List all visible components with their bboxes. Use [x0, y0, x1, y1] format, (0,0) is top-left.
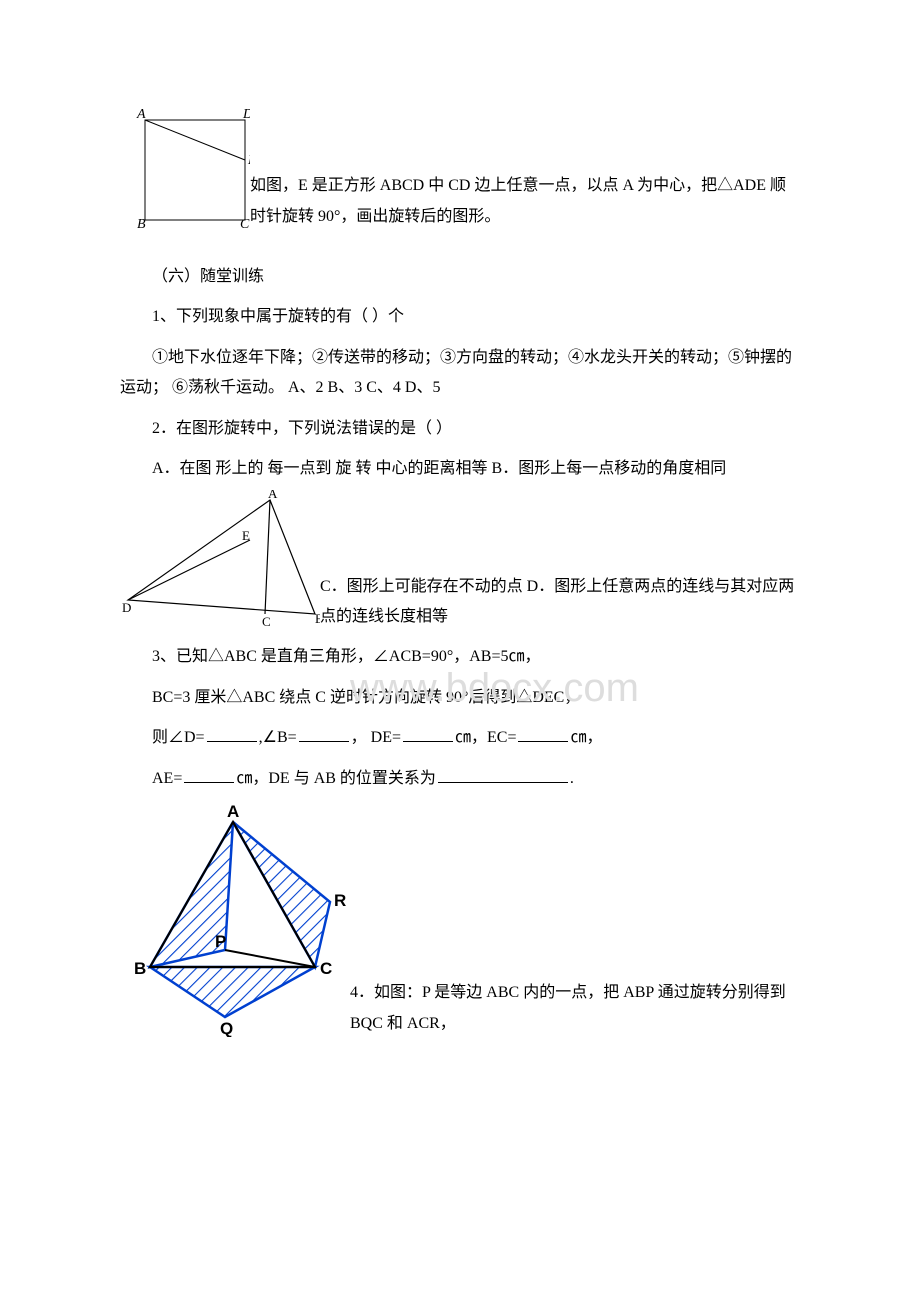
label-R3: R	[334, 891, 346, 910]
q3-l4c: .	[570, 770, 574, 787]
q3-line4: AE= ㎝，DE 与 AB 的位置关系为.	[120, 764, 800, 794]
label-P3: P	[215, 932, 226, 951]
label-D2: D	[122, 600, 131, 615]
label-A3: A	[227, 802, 239, 821]
figure-1-square: A D B C E	[120, 100, 250, 230]
label-E: E	[247, 153, 250, 168]
q2-opt-ab: A．在图 形上的 每一点到 旋 转 中心的距离相等 B．图形上每一点移动的角度相…	[120, 454, 800, 484]
figure-2-row: A B C D E C．图形上可能存在不动的点 D．图形上任意两点的连线与其对应…	[120, 490, 800, 632]
q3-l3b: ,∠B=	[259, 729, 297, 746]
label-C3: C	[320, 959, 332, 978]
label-C: C	[240, 217, 250, 230]
q3-l4a: AE=	[152, 770, 182, 787]
q3-line3: 则∠D= ,∠B= ， DE= ㎝，EC= ㎝，	[120, 723, 800, 753]
q3-line2: BC=3 厘米△ABC 绕点 C 逆时针方向旋转 90°后得到△DEC，	[120, 683, 800, 713]
label-A: A	[136, 107, 146, 122]
blank-relation	[438, 767, 568, 783]
blank-angle-b	[299, 726, 349, 742]
label-E2: E	[242, 528, 250, 543]
q2-opt-cd: C．图形上可能存在不动的点 D．图形上任意两点的连线与其对应两点的连线长度相等	[320, 572, 800, 633]
label-C2: C	[262, 614, 271, 629]
label-D: D	[242, 107, 250, 122]
q1-stem: 1、下列现象中属于旋转的有（ ）个	[120, 302, 800, 332]
q2-stem: 2．在图形旋转中，下列说法错误的是（ ）	[120, 414, 800, 444]
figure-3-pentagon: A B C P Q R	[120, 802, 350, 1037]
q1-items: ①地下水位逐年下降；②传送带的移动；③方向盘的转动；④水龙头开关的转动；⑤钟摆的…	[120, 343, 800, 404]
q3-l3e: ㎝，	[570, 729, 602, 746]
q3-line1: 3、已知△ABC 是直角三角形，∠ACB=90°，AB=5㎝，	[120, 642, 800, 672]
blank-ec	[518, 726, 568, 742]
blank-angle-d	[207, 726, 257, 742]
figure-1-row: A D B C E 如图，E 是正方形 ABCD 中 CD 边上任意一点，以点 …	[120, 100, 800, 232]
label-Q3: Q	[220, 1019, 233, 1037]
label-A2: A	[268, 490, 278, 501]
blank-de	[403, 726, 453, 742]
q3-l3c: ， DE=	[351, 729, 401, 746]
q4-text: 4．如图：P 是等边 ABC 内的一点，把 ABP 通过旋转分别得到 BQC 和…	[350, 978, 800, 1039]
figure-1-caption: 如图，E 是正方形 ABCD 中 CD 边上任意一点，以点 A 为中心，把△AD…	[250, 171, 800, 232]
blank-ae	[184, 767, 234, 783]
label-B3: B	[134, 959, 146, 978]
q3-l3a: 则∠D=	[152, 729, 205, 746]
label-B: B	[137, 217, 146, 230]
q3-l3d: ㎝，EC=	[455, 729, 516, 746]
q3-l4b: ㎝，DE 与 AB 的位置关系为	[236, 770, 436, 787]
figure-2-triangle: A B C D E	[120, 490, 320, 630]
section-6-heading: （六）随堂训练	[120, 262, 800, 292]
figure-3-row: A B C P Q R 4．如图：P 是等边 ABC 内的一点，把 ABP 通过…	[120, 802, 800, 1039]
